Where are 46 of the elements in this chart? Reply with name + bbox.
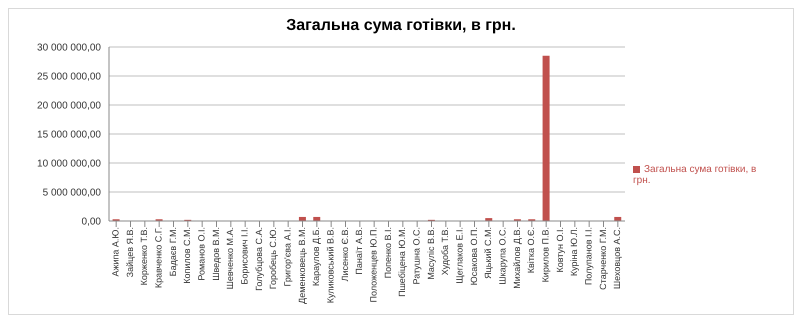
x-tick-label: Шеховцов А.С. — [612, 227, 622, 290]
x-tick-label: Старченко Г.М. — [598, 227, 608, 290]
x-tick-label: Лисенко Є.В. — [340, 227, 350, 282]
y-tick-label: 20 000 000,00 — [37, 100, 102, 112]
x-tick-label: Худоба Т.В. — [440, 227, 450, 276]
x-tick-label: Бадаєв Г.М. — [168, 227, 178, 276]
x-tick-label: Масуліс В.В. — [426, 227, 436, 280]
x-tick-label: Михайлов Д.В. — [512, 227, 522, 289]
x-tick-label: Романов О.І. — [196, 227, 207, 281]
y-tick-label: 30 000 000,00 — [37, 42, 102, 54]
x-tick-label: Деменковець В.М. — [296, 227, 307, 304]
x-tick-label: Григор'єва А.І. — [282, 227, 293, 286]
x-tick-label: Копилов С.М. — [182, 227, 192, 284]
x-tick-label: Панаїт А.В. — [354, 227, 364, 275]
x-tick-label: Голубцова С.А. — [254, 227, 264, 291]
x-tick-label: Яцький С.М. — [483, 227, 494, 279]
x-tick-label: Горобець С.Ю. — [268, 227, 278, 290]
x-tick-label: Кирилов П.В. — [540, 227, 551, 282]
x-tick-label: Полупанов І.І. — [584, 227, 594, 286]
y-tick-label: 0,00 — [82, 216, 102, 228]
x-tick-label: Караулов Д.Б. — [311, 227, 322, 286]
x-tick-label: Положенцев Ю.П. — [368, 227, 379, 302]
x-tick-label: Шведов В.М. — [210, 227, 221, 281]
x-tick-label: Шкарупа О.С. — [498, 227, 508, 285]
x-tick-label: Куликовський В.В. — [326, 227, 336, 304]
x-tick-label: Корженко Т.В. — [139, 227, 150, 286]
x-tick-label: Борисович І.І. — [240, 227, 250, 285]
chart-title: Загальна сума готівки, в грн. — [285, 17, 517, 36]
y-tick-label: 5 000 000,00 — [42, 188, 102, 199]
y-tick-label: 25 000 000,00 — [37, 72, 102, 83]
x-tick-label: Зайцев Я.В. — [124, 227, 135, 278]
x-tick-label: Ковтун О.І. — [554, 227, 565, 273]
x-tick-label: Щеглаков Е.І. — [454, 227, 465, 284]
x-tick-label: Квітка О.Є. — [526, 227, 536, 274]
y-tick-label: 15 000 000,00 — [37, 130, 102, 141]
x-tick-label: Пшебіцена Ю.М. — [397, 227, 408, 297]
y-tick-label: 10 000 000,00 — [37, 158, 102, 170]
x-tick-label: Шевченко М.А. — [225, 227, 236, 290]
x-tick-label: Попенко В.І. — [382, 227, 393, 278]
x-tick-label: Юсакова О.П. — [468, 227, 479, 286]
bar — [542, 56, 550, 221]
x-tick-label: Куріна Ю.Л. — [569, 227, 580, 276]
x-tick-label: Кравченко С.Г. — [154, 227, 164, 288]
x-tick-label: Ратушна О.С. — [412, 227, 422, 284]
legend-label: Загальна сума готівки, в грн. — [633, 164, 756, 186]
x-tick-label: Ажипа А.Ю. — [110, 227, 121, 277]
